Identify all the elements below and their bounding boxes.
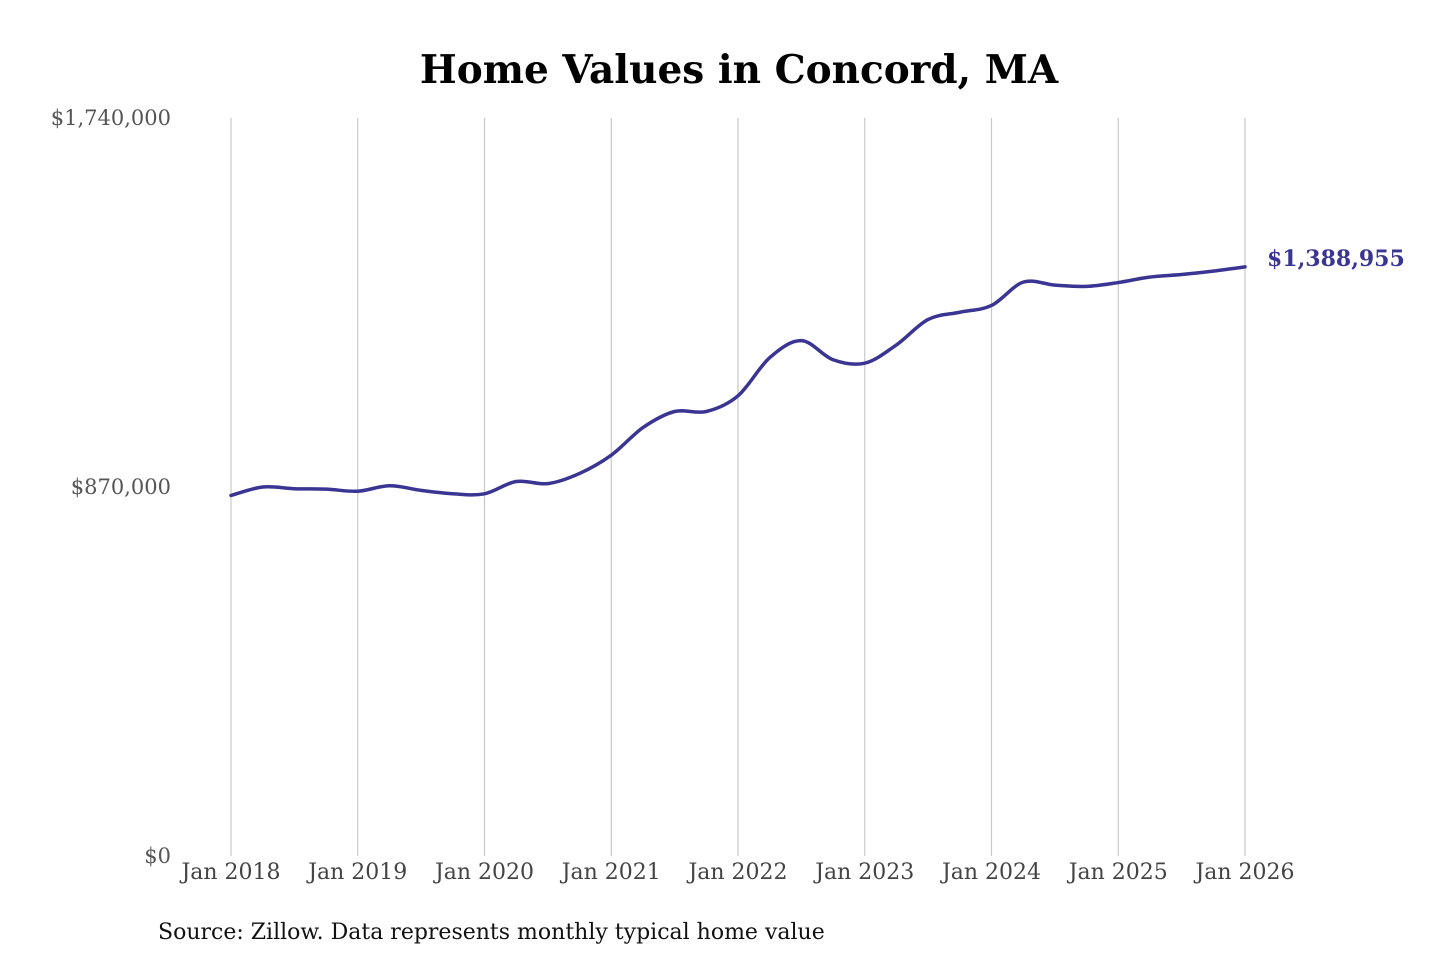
y-tick-label-1: $870,000 <box>71 475 171 499</box>
y-tick-label-2: $1,740,000 <box>51 106 171 130</box>
x-tick-label-3: Jan 2021 <box>560 860 661 885</box>
x-axis-ticks: Jan 2018 Jan 2019 Jan 2020 Jan 2021 Jan 2022… <box>179 860 1294 885</box>
series-layer <box>229 265 1247 498</box>
source-note: Source: Zillow. Data represents monthly … <box>158 920 825 945</box>
x-tick-label-1: Jan 2019 <box>306 860 407 885</box>
gridlines <box>230 118 1246 856</box>
y-axis-ticks: $0 $870,000 $1,740,000 <box>51 106 171 868</box>
x-tick-label-0: Jan 2018 <box>179 860 280 885</box>
x-tick-label-4: Jan 2022 <box>686 860 787 885</box>
x-tick-label-5: Jan 2023 <box>813 860 914 885</box>
chart-title: Home Values in Concord, MA <box>420 47 1059 93</box>
x-tick-label-7: Jan 2025 <box>1067 860 1168 885</box>
end-value-label: $1,388,955 <box>1267 246 1405 272</box>
x-tick-label-6: Jan 2024 <box>940 860 1041 885</box>
x-tick-label-8: Jan 2026 <box>1193 860 1294 885</box>
series-line-0 <box>229 265 1247 498</box>
x-tick-label-2: Jan 2020 <box>433 860 534 885</box>
y-tick-label-0: $0 <box>144 844 171 868</box>
